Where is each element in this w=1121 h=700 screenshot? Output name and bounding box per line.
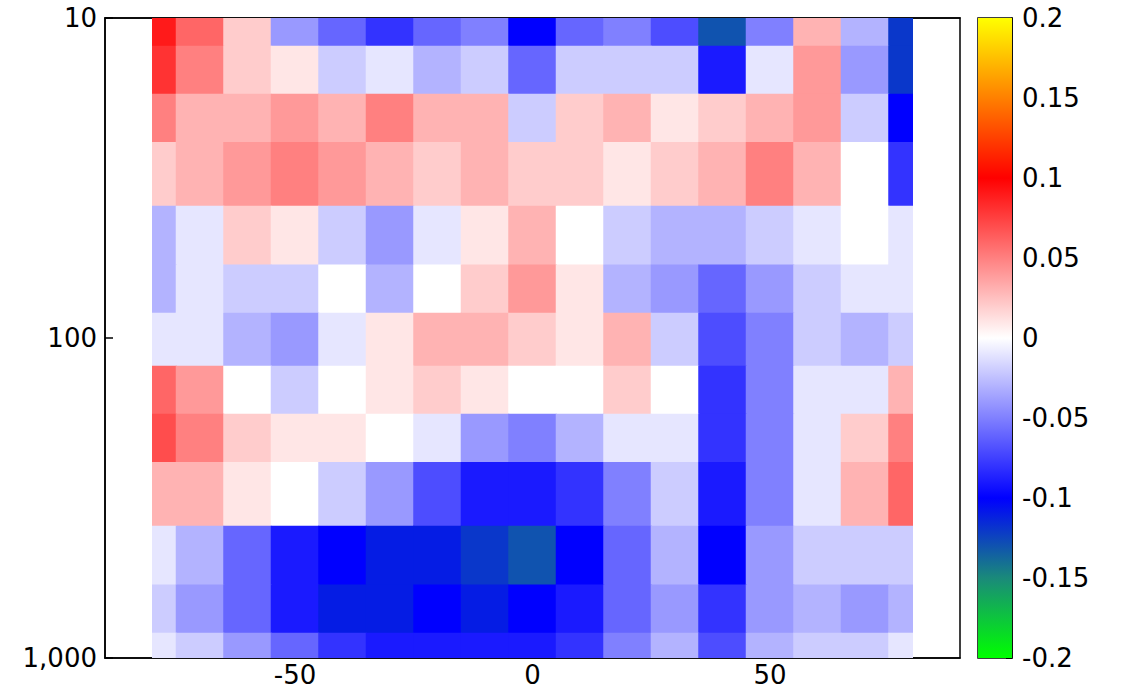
svg-text:10: 10: [64, 3, 97, 33]
svg-text:100: 100: [47, 323, 97, 353]
svg-text:0.2: 0.2: [1022, 3, 1063, 33]
svg-text:-0.05: -0.05: [1022, 403, 1089, 433]
svg-text:-50: -50: [274, 660, 316, 690]
svg-text:0.1: 0.1: [1022, 163, 1063, 193]
svg-text:0.15: 0.15: [1022, 83, 1080, 113]
svg-text:-0.1: -0.1: [1022, 483, 1073, 513]
svg-text:1,000: 1,000: [23, 643, 97, 673]
svg-text:0: 0: [1022, 323, 1039, 353]
svg-text:-0.15: -0.15: [1022, 563, 1089, 593]
svg-text:0: 0: [524, 660, 541, 690]
svg-text:-0.2: -0.2: [1022, 643, 1073, 673]
svg-text:0.05: 0.05: [1022, 243, 1080, 273]
svg-text:50: 50: [753, 660, 786, 690]
